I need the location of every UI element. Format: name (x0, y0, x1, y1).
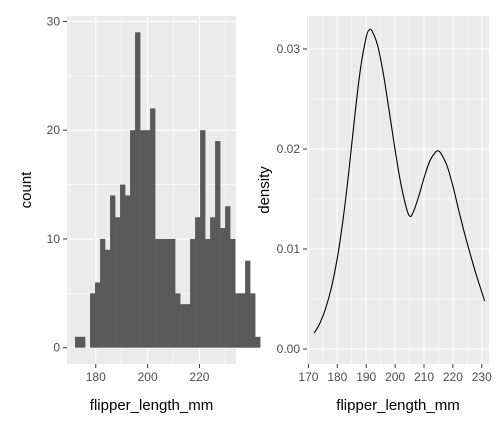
density-x-tick-label: 200 (385, 370, 405, 384)
histogram-bar (160, 238, 166, 348)
density-y-tick-label: 0.03 (277, 42, 301, 56)
density-y-ticks: 0.00 0.01 0.02 0.03 (277, 42, 307, 356)
histogram-bar (235, 293, 241, 348)
density-plot-background (307, 16, 489, 364)
histogram-bar (245, 260, 251, 348)
histogram-x-tick-label: 180 (86, 370, 106, 384)
histogram-x-ticks: 180 200 220 (86, 364, 210, 384)
histogram-bar (210, 217, 216, 348)
histogram-bar (255, 336, 261, 348)
density-x-tick-label: 180 (327, 370, 347, 384)
density-panel: 170 180 190 200 210 220 230 0.00 0.01 0.02 0.03 f… (256, 16, 492, 414)
histogram-bar (75, 336, 81, 348)
density-x-tick-label: 210 (414, 370, 434, 384)
histogram-bar (100, 238, 106, 348)
histogram-bar (195, 217, 201, 348)
histogram-x-tick-label: 200 (138, 370, 158, 384)
density-y-tick-label: 0.02 (277, 142, 301, 156)
histogram-y-tick-label: 10 (47, 232, 61, 246)
density-x-tick-label: 190 (356, 370, 376, 384)
histogram-bar (175, 293, 181, 348)
density-x-ticks: 170 180 190 200 210 220 230 (298, 364, 492, 384)
density-major-gridlines (307, 16, 489, 364)
histogram-x-tick-label: 220 (189, 370, 209, 384)
histogram-bar (250, 293, 256, 348)
histogram-bar (205, 238, 211, 348)
histogram-y-tick-label: 0 (53, 341, 60, 355)
histogram-bar (80, 336, 86, 348)
histogram-bar (165, 238, 171, 348)
density-x-tick-label: 220 (443, 370, 463, 384)
histogram-y-tick-label: 30 (47, 14, 61, 28)
histogram-bar (190, 238, 196, 348)
histogram-y-ticks: 0 10 20 30 (47, 14, 67, 355)
histogram-bar (170, 238, 176, 348)
density-curve (313, 28, 486, 334)
histogram-bars (75, 32, 261, 348)
histogram-x-axis-title: flipper_length_mm (90, 397, 213, 414)
histogram-bar (105, 249, 111, 348)
histogram-bar (135, 32, 141, 348)
histogram-bar (115, 217, 121, 348)
density-x-tick-label: 230 (472, 370, 492, 384)
histogram-bar (125, 195, 131, 348)
histogram-bar (140, 130, 146, 348)
density-y-tick-label: 0.00 (277, 342, 301, 356)
histogram-bar (95, 282, 101, 348)
histogram-bar (220, 228, 226, 348)
histogram-bar (120, 184, 126, 348)
density-x-tick-label: 170 (298, 370, 318, 384)
histogram-bar (90, 293, 96, 348)
histogram-bar (110, 195, 116, 348)
histogram-bar (130, 130, 136, 348)
histogram-bar (200, 130, 206, 348)
density-y-axis-title: density (256, 166, 273, 214)
histogram-bar (185, 304, 191, 348)
histogram-bar (230, 238, 236, 348)
density-minor-gridlines (307, 16, 489, 364)
histogram-bar (215, 141, 221, 348)
histogram-y-axis-title: count (18, 171, 35, 209)
histogram-bar (240, 293, 246, 348)
histogram-bar (225, 206, 231, 348)
histogram-bar (150, 108, 156, 348)
density-y-tick-label: 0.01 (277, 242, 301, 256)
histogram-y-tick-label: 20 (47, 123, 61, 137)
histogram-bar (155, 238, 161, 348)
histogram-panel: 180 200 220 0 10 20 30 flipper_length_mm coun… (18, 14, 261, 414)
histogram-bar (145, 130, 151, 348)
histogram-bar (180, 304, 186, 348)
density-x-axis-title: flipper_length_mm (336, 397, 459, 414)
